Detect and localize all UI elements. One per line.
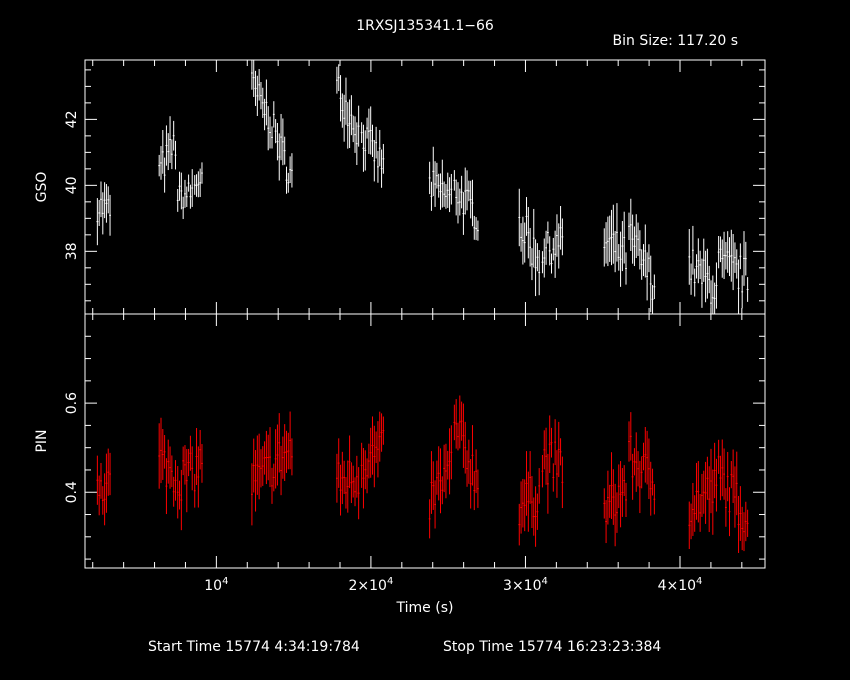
y-tick-label: 0.4: [64, 481, 80, 503]
data-points: [96, 60, 749, 314]
stop-time-label: Stop Time 15774 16:23:23:384: [443, 639, 661, 655]
data-points: [96, 395, 749, 553]
x-tick-label: 3×104: [503, 576, 548, 594]
pin-panel: 0.4 0.6 PIN: [34, 313, 766, 569]
y-tick-label: 42: [64, 110, 80, 128]
y-axis-label: GSO: [34, 172, 50, 203]
y-axis-label: PIN: [34, 429, 50, 452]
y-tick-label: 40: [64, 176, 80, 194]
x-tick-label: 4×104: [658, 576, 703, 594]
x-axis: 104 2×104 3×104 4×104: [204, 576, 702, 594]
x-tick-label: 2×104: [348, 576, 393, 594]
start-time-label: Start Time 15774 4:34:19:784: [148, 639, 360, 655]
bin-size-label: Bin Size: 117.20 s: [613, 33, 738, 49]
y-tick-label: 0.6: [64, 392, 80, 414]
panel-frame: [84, 313, 766, 569]
chart-title: 1RXSJ135341.1−66: [356, 18, 494, 34]
y-tick-label: 38: [64, 242, 80, 260]
x-axis-label: Time (s): [396, 600, 454, 616]
x-tick-label: 104: [204, 576, 228, 594]
gso-panel: 38 40 42 GSO: [34, 59, 766, 315]
